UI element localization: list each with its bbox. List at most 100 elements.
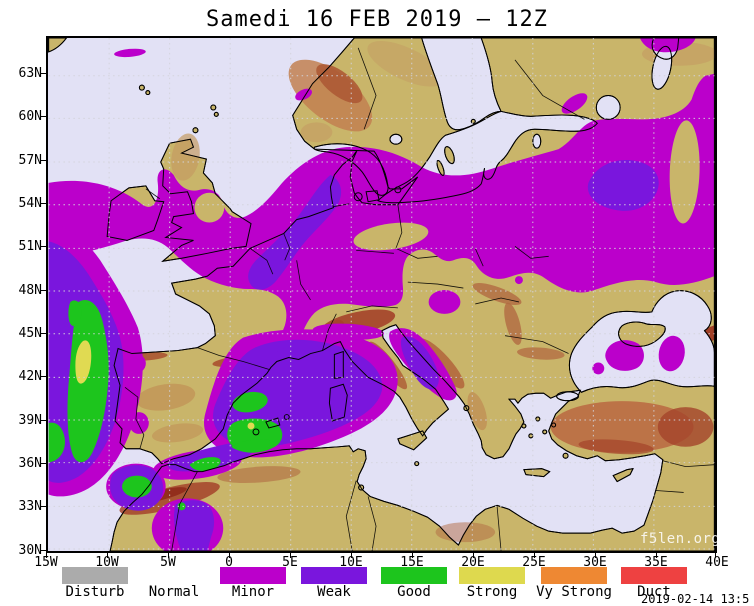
zones-good — [48, 299, 283, 511]
lat-tick — [41, 506, 46, 507]
lat-tick — [41, 376, 46, 377]
legend-box-minor — [220, 567, 286, 584]
zone-minor-vienna — [428, 290, 461, 314]
lon-tick — [229, 553, 230, 558]
lon-tick — [290, 553, 291, 558]
graticule — [48, 38, 715, 551]
legend-label-minor: Minor — [231, 584, 275, 600]
lat-label-48n: 48N — [18, 283, 42, 298]
lon-label-10e: 10E — [339, 555, 363, 570]
lon-tick — [595, 553, 596, 558]
lon-tick — [656, 553, 657, 558]
lon-label-15e: 15E — [400, 555, 424, 570]
lon-label-35e: 35E — [644, 555, 668, 570]
lat-tick — [41, 160, 46, 161]
zone-good-atlantic-small — [68, 300, 82, 327]
lat-label-39n: 39N — [18, 413, 42, 428]
europe-map — [48, 38, 715, 551]
zone-good-balearic-north — [232, 391, 268, 413]
zone-weak-russia-core — [587, 160, 659, 211]
lat-label-54n: 54N — [18, 196, 42, 211]
lon-tick — [473, 553, 474, 558]
lat-tick — [41, 203, 46, 204]
lat-tick — [41, 420, 46, 421]
hole-east-anglia — [194, 192, 225, 223]
legend-label-vy-strong: Vy Strong — [536, 584, 612, 600]
zone-minor-blacksea-2 — [658, 335, 685, 372]
lat-label-60n: 60N — [18, 109, 42, 124]
legend-box-normal — [141, 567, 207, 584]
legend-label-normal: Normal — [148, 584, 200, 600]
lon-label-10w: 10W — [95, 555, 119, 570]
watermark: f5len.org — [640, 531, 721, 547]
legend-label-weak: Weak — [317, 584, 351, 600]
lat-label-63n: 63N — [18, 66, 42, 81]
lon-label-5w: 5W — [160, 555, 176, 570]
zone-minor-portugal — [128, 412, 149, 434]
zone-minor-blacksea-1 — [605, 340, 644, 371]
zone-holes — [194, 120, 700, 251]
lon-label-30e: 30E — [583, 555, 607, 570]
lon-tick — [168, 553, 169, 558]
hole-russia-notch — [669, 120, 700, 224]
lon-tick — [351, 553, 352, 558]
country-borders — [124, 47, 715, 551]
legend-box-duct — [621, 567, 687, 584]
legend-box-strong — [459, 567, 525, 584]
lon-label-0: 0 — [225, 555, 233, 570]
lat-tick — [41, 463, 46, 464]
legend-label-good: Good — [397, 584, 431, 600]
zone-good-morocco-core — [122, 475, 152, 498]
lat-label-33n: 33N — [18, 499, 42, 514]
legend-label-duct: Duct — [637, 584, 671, 600]
lon-tick — [46, 553, 47, 558]
map-canvas — [46, 36, 717, 553]
zone-good-atlantic-streak — [67, 299, 109, 463]
lat-label-51n: 51N — [18, 239, 42, 254]
lon-tick — [107, 553, 108, 558]
legend-label-strong: Strong — [466, 584, 518, 600]
page-title: Samedi 16 FEB 2019 — 12Z — [206, 7, 548, 32]
lon-label-5e: 5E — [282, 555, 298, 570]
legend-box-vy-strong — [541, 567, 607, 584]
zone-weak-alboran — [167, 442, 254, 472]
zone-weak-liguria — [269, 347, 312, 380]
lat-label-36n: 36N — [18, 456, 42, 471]
zone-minor-blacksea-3 — [592, 362, 605, 375]
lon-label-40e: 40E — [705, 555, 729, 570]
lat-tick — [41, 246, 46, 247]
lon-label-25e: 25E — [522, 555, 546, 570]
lon-tick — [412, 553, 413, 558]
zone-good-lowerleft — [48, 422, 65, 463]
lat-tick — [41, 333, 46, 334]
zones-strong — [75, 340, 255, 430]
lon-tick — [534, 553, 535, 558]
zone-strong-atlantic-core — [75, 340, 92, 384]
lon-label-20e: 20E — [461, 555, 485, 570]
lat-tick — [41, 290, 46, 291]
lon-label-15w: 15W — [34, 555, 58, 570]
zone-weak-adriatic-core — [400, 336, 439, 390]
lat-tick — [41, 73, 46, 74]
lat-label-30n: 30N — [18, 543, 42, 558]
lat-label-42n: 42N — [18, 369, 42, 384]
hole-bohemia — [353, 222, 429, 251]
zone-good-alboran — [231, 439, 274, 453]
zone-weak-benelux — [248, 174, 342, 290]
legend-label-disturb: Disturb — [65, 584, 125, 600]
zone-minor-north-sliver — [114, 48, 146, 58]
legend-box-weak — [301, 567, 367, 584]
zone-good-algeria-coast — [189, 457, 221, 471]
zone-minor-po-valley — [312, 323, 384, 340]
lat-label-45n: 45N — [18, 326, 42, 341]
legend-box-good — [381, 567, 447, 584]
zone-minor-galicia — [120, 352, 146, 375]
zone-weak-morocco-strip — [174, 500, 215, 551]
zone-minor-main — [48, 73, 715, 371]
zone-strong-balearic-dot — [247, 422, 255, 430]
zone-minor-romania-dot — [514, 276, 523, 285]
zone-minor-karelia — [561, 93, 588, 114]
lat-label-57n: 57N — [18, 153, 42, 168]
lat-tick — [41, 550, 46, 551]
